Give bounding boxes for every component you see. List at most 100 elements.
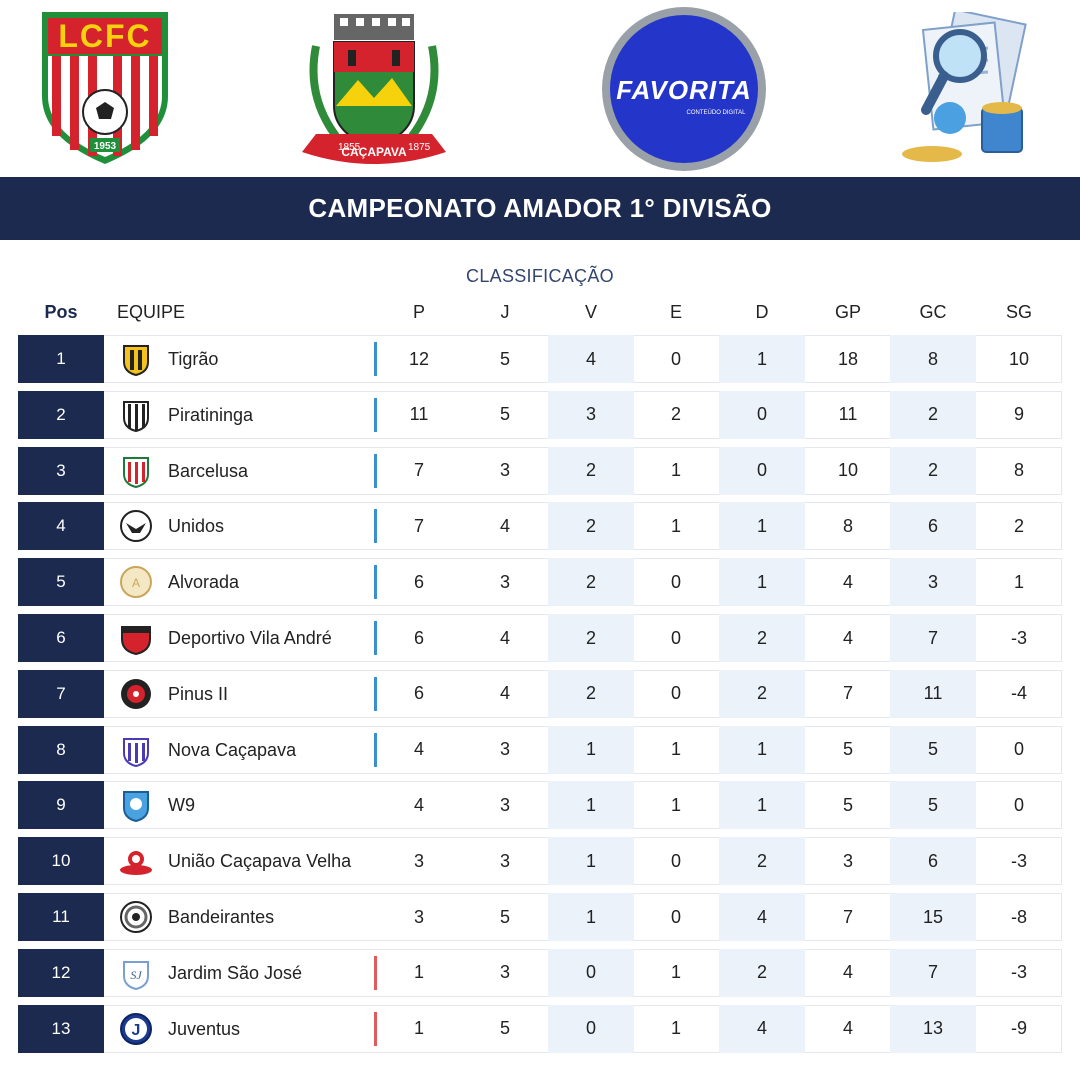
stat-goals-for: 5 [842, 794, 853, 815]
stat-losses: 2 [719, 837, 805, 886]
stat-wins: 0 [548, 948, 634, 997]
stat-goal-diff: -3 [1010, 850, 1027, 871]
stat-losses: 0 [719, 446, 805, 495]
stat-wins: 2 [548, 558, 634, 607]
team-name: Unidos [168, 516, 225, 537]
team-crest-icon [118, 454, 154, 488]
header-team: EQUIPE [117, 302, 186, 322]
stat-goal-diff: -3 [1010, 627, 1027, 648]
zone-marker [374, 1011, 377, 1046]
team-crest-icon [118, 844, 154, 878]
stat-goals-for: 7 [842, 906, 853, 927]
table-row: 6 Deportivo Vila André 6 4 2 0 2 4 7 -3 [18, 614, 1062, 662]
stat-goal-diff: 9 [1013, 404, 1024, 425]
stat-goal-diff: -4 [1010, 683, 1027, 704]
position-cell: 12 [18, 948, 104, 997]
stat-losses: 1 [719, 781, 805, 830]
page-title: CAMPEONATO AMADOR 1° DIVISÃO [308, 193, 772, 223]
stat-goal-diff: 2 [1013, 515, 1024, 536]
team-name: Alvorada [168, 572, 240, 593]
team-name: Juventus [168, 1018, 241, 1039]
position-cell: 1 [18, 335, 104, 383]
stat-wins: 2 [548, 669, 634, 718]
stat-draws: 1 [670, 515, 681, 536]
stat-goals-against: 11 [890, 669, 976, 718]
position-cell: 10 [18, 837, 104, 886]
stat-goals-against: 7 [890, 614, 976, 662]
header-games: J [500, 302, 510, 322]
stat-goals-against: 15 [890, 893, 976, 941]
stat-wins: 1 [548, 781, 634, 830]
stat-wins: 1 [548, 893, 634, 941]
stat-points: 3 [413, 850, 424, 871]
stat-points: 1 [413, 962, 424, 983]
stat-losses: 2 [719, 669, 805, 718]
team-name: Tigrão [168, 349, 219, 369]
favorita-logo: FAVORITA CONTEÚDO DIGITAL [602, 7, 766, 171]
team-crest-icon [118, 509, 154, 543]
position-cell: 2 [18, 390, 104, 439]
table-row: 10 União Caçapava Velha 3 3 1 0 2 3 6 -3 [18, 837, 1062, 886]
table-row: 9 W9 4 3 1 1 1 5 5 0 [18, 781, 1062, 830]
stat-goals-against: 7 [890, 948, 976, 997]
stat-points: 1 [413, 1018, 424, 1039]
stat-losses: 1 [719, 335, 805, 383]
lcfc-shield-logo: LCFC 1953 [42, 12, 168, 164]
stat-goals-against: 5 [890, 781, 976, 830]
team-crest-icon [118, 621, 154, 655]
stat-games: 3 [499, 571, 510, 592]
table-row: 2 Piratininga 11 5 3 2 0 11 2 9 [18, 390, 1062, 439]
stat-games: 4 [499, 683, 510, 704]
stat-points: 11 [409, 404, 429, 425]
stat-goals-against: 3 [890, 558, 976, 607]
stat-goals-for: 10 [837, 460, 859, 481]
team-name: Deportivo Vila André [168, 628, 332, 648]
stat-games: 5 [499, 906, 510, 927]
position-cell: 13 [18, 1004, 104, 1053]
table-header: Pos EQUIPE P J V E D GP GC SG [18, 302, 1062, 328]
table-row: 1 Tigrão 12 5 4 0 1 18 8 10 [18, 335, 1062, 383]
stat-wins: 3 [548, 390, 634, 439]
stat-draws: 1 [670, 794, 681, 815]
table-row: 4 Unidos 7 4 2 1 1 8 6 2 [18, 502, 1062, 551]
table-row: 13 J Juventus 1 5 0 1 4 4 13 -9 [18, 1004, 1062, 1053]
stat-wins: 1 [548, 837, 634, 886]
zone-marker [374, 565, 377, 600]
team-crest-icon [118, 900, 154, 934]
table-row: 12 SJ Jardim São José 1 3 0 1 2 4 7 -3 [18, 948, 1062, 997]
stat-draws: 1 [670, 1018, 681, 1039]
stat-goals-for: 7 [842, 683, 853, 704]
team-crest-icon: A [118, 565, 154, 599]
stat-draws: 1 [670, 962, 681, 983]
stat-draws: 0 [670, 348, 681, 369]
zone-marker [374, 621, 377, 655]
header-points: P [412, 302, 425, 322]
stat-goals-for: 5 [842, 739, 853, 760]
zone-marker [374, 509, 377, 544]
svg-text:A: A [132, 576, 140, 590]
team-name: Nova Caçapava [168, 739, 297, 760]
zone-marker [374, 453, 377, 488]
table-row: 7 Pinus II 6 4 2 0 2 7 11 -4 [18, 669, 1062, 718]
zone-marker [374, 342, 377, 376]
position-cell: 9 [18, 781, 104, 830]
stat-wins: 4 [548, 335, 634, 383]
stat-goals-for: 18 [837, 348, 859, 369]
stat-games: 3 [499, 962, 510, 983]
header-losses: D [755, 302, 769, 322]
stat-losses: 2 [719, 948, 805, 997]
team-crest-icon [118, 733, 154, 767]
table-subtitle: CLASSIFICAÇÃO [466, 266, 614, 286]
stat-wins: 2 [548, 502, 634, 551]
position-cell: 6 [18, 614, 104, 662]
city-name: CAÇAPAVA [341, 145, 407, 159]
city-year-right: 1875 [408, 142, 431, 153]
title-bar: CAMPEONATO AMADOR 1° DIVISÃO [0, 177, 1080, 240]
stat-goal-diff: 8 [1013, 460, 1024, 481]
stat-points: 3 [413, 906, 424, 927]
table-row: 11 Bandeirantes 3 5 1 0 4 7 15 -8 [18, 893, 1062, 941]
stat-goals-against: 6 [890, 502, 976, 551]
stat-games: 3 [499, 794, 510, 815]
header-draws: E [669, 302, 682, 322]
stat-goals-for: 4 [842, 1018, 853, 1039]
